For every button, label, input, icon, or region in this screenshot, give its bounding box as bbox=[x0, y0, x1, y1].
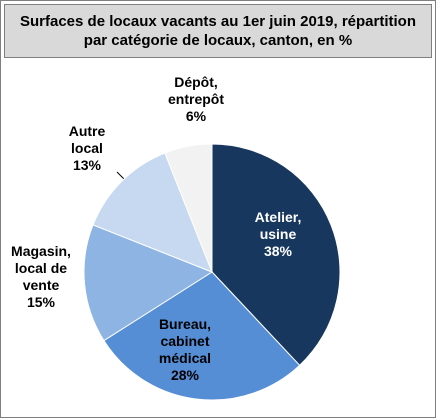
slice-label: Dépôt, entrepôt 6% bbox=[161, 74, 231, 125]
value-label: 15% bbox=[26, 294, 56, 310]
slice-label: Autre local 13% bbox=[59, 123, 115, 174]
pie-slice bbox=[211, 143, 341, 367]
value-label: 13% bbox=[72, 157, 102, 173]
pie-slice bbox=[83, 224, 214, 342]
title-box: Surfaces de locaux vacants au 1er juin 2… bbox=[4, 4, 432, 58]
value-label: 6% bbox=[185, 108, 207, 124]
pie-slice bbox=[103, 271, 301, 401]
pie-slice bbox=[92, 152, 213, 273]
category-label: Magasin, local de vente bbox=[11, 243, 71, 293]
value-label: 28% bbox=[170, 367, 200, 383]
category-label: Dépôt, entrepôt bbox=[168, 74, 224, 107]
chart-title: Surfaces de locaux vacants au 1er juin 2… bbox=[20, 13, 416, 49]
value-label: 38% bbox=[263, 243, 293, 259]
slice-label: Atelier, usine 38% bbox=[242, 209, 314, 260]
slice-label: Magasin, local de vente 15% bbox=[3, 243, 79, 311]
category-label: Atelier, usine bbox=[254, 209, 302, 242]
slice-label: Bureau, cabinet médical 28% bbox=[146, 316, 224, 384]
category-label: Autre local bbox=[68, 123, 106, 156]
category-label: Bureau, cabinet médical bbox=[158, 316, 212, 366]
pie-slice bbox=[164, 143, 213, 273]
